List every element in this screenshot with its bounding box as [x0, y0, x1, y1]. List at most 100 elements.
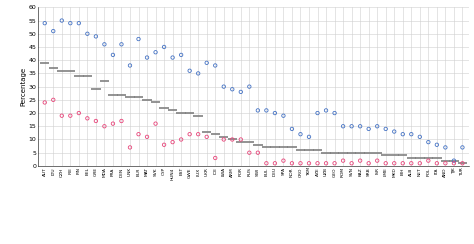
Point: [92, 34, 100, 38]
Point: [186, 69, 193, 73]
Point: [100, 124, 108, 128]
Point: [433, 161, 441, 165]
Point: [49, 29, 57, 33]
Point: [382, 161, 390, 165]
Point: [49, 98, 57, 102]
Point: [220, 85, 228, 89]
Point: [314, 161, 321, 165]
Point: [109, 122, 117, 126]
Point: [58, 114, 65, 118]
Point: [177, 138, 185, 142]
Point: [450, 161, 458, 165]
Point: [348, 124, 356, 128]
Point: [246, 85, 253, 89]
Point: [186, 132, 193, 136]
Point: [459, 161, 466, 165]
Point: [425, 140, 432, 144]
Point: [66, 114, 74, 118]
Point: [271, 111, 279, 115]
Point: [228, 138, 236, 142]
Point: [228, 87, 236, 91]
Point: [297, 161, 304, 165]
Point: [254, 108, 262, 112]
Point: [399, 161, 407, 165]
Point: [433, 143, 441, 147]
Point: [135, 132, 142, 136]
Point: [160, 143, 168, 147]
Point: [339, 124, 347, 128]
Point: [237, 138, 245, 142]
Point: [382, 127, 390, 131]
Point: [41, 21, 48, 25]
Point: [442, 145, 449, 149]
Point: [75, 111, 82, 115]
Point: [391, 161, 398, 165]
Point: [365, 127, 373, 131]
Point: [237, 90, 245, 94]
Point: [365, 161, 373, 165]
Point: [41, 101, 48, 104]
Point: [280, 159, 287, 163]
Point: [416, 135, 424, 139]
Point: [322, 108, 330, 112]
Point: [169, 56, 176, 60]
Point: [143, 135, 151, 139]
Point: [211, 156, 219, 160]
Point: [459, 145, 466, 149]
Point: [194, 71, 202, 75]
Point: [58, 19, 65, 22]
Point: [356, 124, 364, 128]
Point: [263, 108, 270, 112]
Point: [83, 116, 91, 120]
Point: [442, 161, 449, 165]
Point: [331, 111, 338, 115]
Point: [177, 53, 185, 57]
Point: [66, 21, 74, 25]
Point: [135, 37, 142, 41]
Point: [194, 132, 202, 136]
Point: [126, 63, 134, 67]
Point: [118, 119, 125, 123]
Point: [254, 151, 262, 155]
Point: [331, 161, 338, 165]
Point: [100, 42, 108, 46]
Point: [203, 61, 210, 65]
Point: [263, 161, 270, 165]
Point: [288, 127, 296, 131]
Point: [220, 138, 228, 142]
Point: [297, 132, 304, 136]
Point: [408, 132, 415, 136]
Point: [160, 45, 168, 49]
Point: [305, 135, 313, 139]
Point: [118, 42, 125, 46]
Point: [75, 21, 82, 25]
Point: [408, 161, 415, 165]
Point: [271, 161, 279, 165]
Point: [305, 161, 313, 165]
Point: [280, 114, 287, 118]
Point: [152, 122, 159, 126]
Point: [143, 56, 151, 60]
Point: [92, 119, 100, 123]
Point: [314, 111, 321, 115]
Point: [322, 161, 330, 165]
Point: [109, 53, 117, 57]
Point: [203, 135, 210, 139]
Point: [374, 159, 381, 163]
Point: [152, 50, 159, 54]
Point: [356, 159, 364, 163]
Point: [169, 140, 176, 144]
Point: [425, 159, 432, 163]
Point: [339, 159, 347, 163]
Point: [416, 161, 424, 165]
Point: [374, 124, 381, 128]
Point: [288, 161, 296, 165]
Point: [391, 130, 398, 133]
Point: [83, 32, 91, 36]
Point: [450, 159, 458, 163]
Point: [126, 145, 134, 149]
Y-axis label: Percentage: Percentage: [20, 67, 26, 106]
Point: [246, 151, 253, 155]
Point: [211, 63, 219, 67]
Point: [399, 132, 407, 136]
